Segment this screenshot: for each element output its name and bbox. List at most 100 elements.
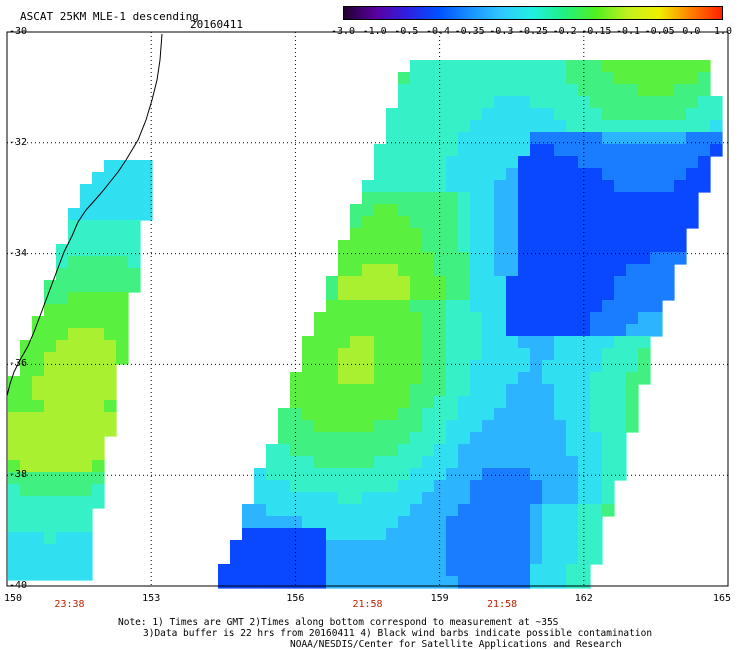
wind-cell — [518, 168, 531, 181]
wind-cell — [458, 96, 471, 109]
wind-cell — [56, 280, 69, 293]
latitude-label: -36 — [9, 358, 28, 370]
wind-cell — [518, 576, 531, 589]
wind-cell — [44, 532, 57, 545]
wind-cell — [686, 72, 699, 85]
wind-cell — [32, 352, 45, 365]
wind-cell — [290, 420, 303, 433]
wind-cell — [686, 108, 699, 121]
wind-cell — [602, 84, 615, 97]
wind-cell — [446, 396, 459, 409]
wind-cell — [314, 492, 327, 505]
wind-cell — [614, 108, 627, 121]
wind-cell — [518, 156, 531, 169]
wind-cell — [446, 72, 459, 85]
wind-cell — [350, 228, 363, 241]
wind-cell — [494, 216, 507, 229]
longitude-label: 150 — [3, 593, 23, 604]
wind-cell — [626, 204, 639, 217]
wind-cell — [422, 132, 435, 145]
wind-cell — [626, 156, 639, 169]
wind-cell — [674, 204, 687, 217]
wind-cell — [44, 568, 57, 581]
longitude-label: 165 — [712, 593, 732, 604]
wind-cell — [674, 120, 687, 133]
wind-cell — [302, 396, 315, 409]
wind-cell — [434, 420, 447, 433]
wind-cell — [590, 540, 603, 553]
wind-cell — [68, 244, 81, 257]
wind-cell — [506, 480, 519, 493]
wind-cell — [566, 564, 579, 577]
wind-cell — [20, 376, 33, 389]
wind-cell — [482, 168, 495, 181]
wind-cell — [554, 480, 567, 493]
wind-cell — [542, 408, 555, 421]
wind-cell — [434, 336, 447, 349]
wind-cell — [494, 276, 507, 289]
wind-cell — [80, 424, 93, 437]
wind-cell — [128, 196, 141, 209]
wind-cell — [92, 208, 105, 221]
wind-cell — [602, 492, 615, 505]
wind-cell — [422, 252, 435, 265]
wind-cell — [374, 384, 387, 397]
wind-cell — [80, 292, 93, 305]
wind-cell — [386, 468, 399, 481]
wind-cell — [566, 96, 579, 109]
wind-cell — [56, 268, 69, 281]
wind-cell — [482, 132, 495, 145]
colorbar-label: -0.05 — [644, 26, 675, 37]
wind-cell — [434, 228, 447, 241]
wind-cell — [56, 376, 69, 389]
wind-cell — [482, 336, 495, 349]
wind-cell — [638, 96, 651, 109]
wind-cell — [398, 96, 411, 109]
wind-cell — [626, 240, 639, 253]
wind-cell — [518, 324, 531, 337]
wind-cell — [626, 132, 639, 145]
wind-cell — [650, 108, 663, 121]
wind-cell — [32, 340, 45, 353]
wind-cell — [554, 516, 567, 529]
wind-cell — [44, 496, 57, 509]
wind-cell — [410, 480, 423, 493]
wind-cell — [602, 204, 615, 217]
wind-cell — [326, 312, 339, 325]
wind-cell — [470, 180, 483, 193]
wind-cell — [470, 492, 483, 505]
wind-cell — [458, 336, 471, 349]
wind-cell — [398, 540, 411, 553]
wind-cell — [638, 108, 651, 121]
wind-cell — [482, 576, 495, 589]
wind-cell — [398, 360, 411, 373]
wind-cell — [302, 564, 315, 577]
wind-cell — [602, 156, 615, 169]
wind-cell — [554, 228, 567, 241]
wind-cell — [638, 144, 651, 157]
wind-cell — [20, 436, 33, 449]
wind-cell — [314, 576, 327, 589]
wind-cell — [254, 540, 267, 553]
wind-cell — [578, 312, 591, 325]
wind-cell — [374, 540, 387, 553]
wind-cell — [566, 384, 579, 397]
wind-cell — [338, 456, 351, 469]
wind-cell — [338, 300, 351, 313]
wind-cell — [638, 372, 651, 385]
colorbar-label: -0.5 — [394, 26, 419, 37]
wind-cell — [530, 120, 543, 133]
wind-cell — [68, 376, 81, 389]
wind-cell — [92, 448, 105, 461]
wind-cell — [614, 132, 627, 145]
wind-cell — [602, 276, 615, 289]
wind-cell — [32, 544, 45, 557]
wind-cell — [470, 552, 483, 565]
wind-cell — [92, 412, 105, 425]
wind-cell — [470, 420, 483, 433]
wind-cell — [92, 328, 105, 341]
wind-cell — [386, 348, 399, 361]
wind-cell — [518, 420, 531, 433]
wind-cell — [374, 168, 387, 181]
wind-cell — [650, 72, 663, 85]
